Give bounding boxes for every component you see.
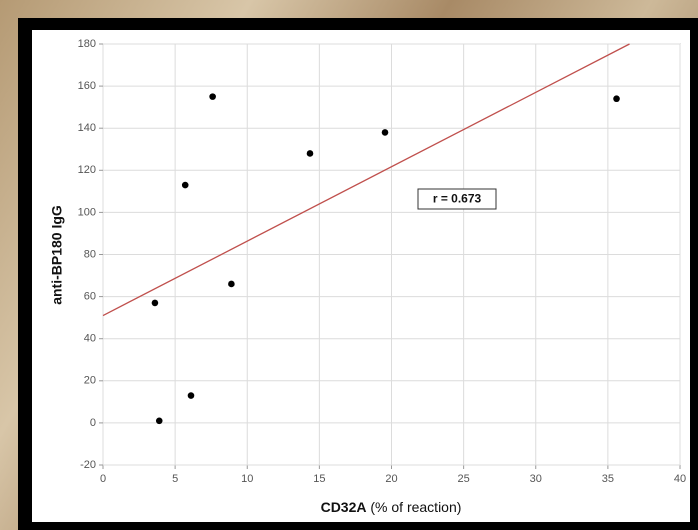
point <box>181 181 189 189</box>
x-tick-label: 20 <box>385 473 397 485</box>
x-axis-label: CD32A (% of reaction) <box>321 499 462 515</box>
trendline <box>102 43 630 317</box>
x-tick-label: 10 <box>241 473 253 485</box>
y-tick-label: 80 <box>84 248 96 260</box>
y-tick-label: 0 <box>90 417 96 429</box>
y-tick-label: 160 <box>78 80 96 92</box>
x-tick-label: 15 <box>313 473 325 485</box>
x-axis-label-bold: CD32A <box>321 499 367 515</box>
y-tick-label: 180 <box>78 38 96 50</box>
annotation: r = 0.673 <box>433 192 482 206</box>
grid <box>99 43 681 469</box>
y-tick-label: 140 <box>78 122 96 134</box>
point <box>613 95 620 103</box>
annotation-box <box>417 188 497 210</box>
x-tick-label: 25 <box>458 473 470 485</box>
point <box>228 280 235 288</box>
y-tick-label: 40 <box>84 333 96 345</box>
x-axis-label-rest: (% of reaction) <box>370 499 461 515</box>
point <box>151 299 159 307</box>
x-tick-label: 0 <box>100 473 106 485</box>
x-tick-label: 35 <box>602 473 614 485</box>
point <box>381 129 389 136</box>
y-tick-label: 100 <box>78 206 96 218</box>
y-tick-label: -20 <box>80 459 96 471</box>
y-tick-label: 20 <box>84 375 96 387</box>
point <box>187 392 195 399</box>
marks <box>102 43 630 425</box>
y-tick-label: 60 <box>84 291 96 303</box>
point <box>209 93 216 100</box>
y-tick-label: 120 <box>78 164 96 176</box>
y-axis-label: anti-BP180 IgG <box>49 205 65 305</box>
x-tick-label: 30 <box>530 473 542 485</box>
point <box>155 417 163 425</box>
point <box>306 150 314 157</box>
x-tick-label: 5 <box>172 473 178 485</box>
x-tick-label: 40 <box>674 473 686 485</box>
